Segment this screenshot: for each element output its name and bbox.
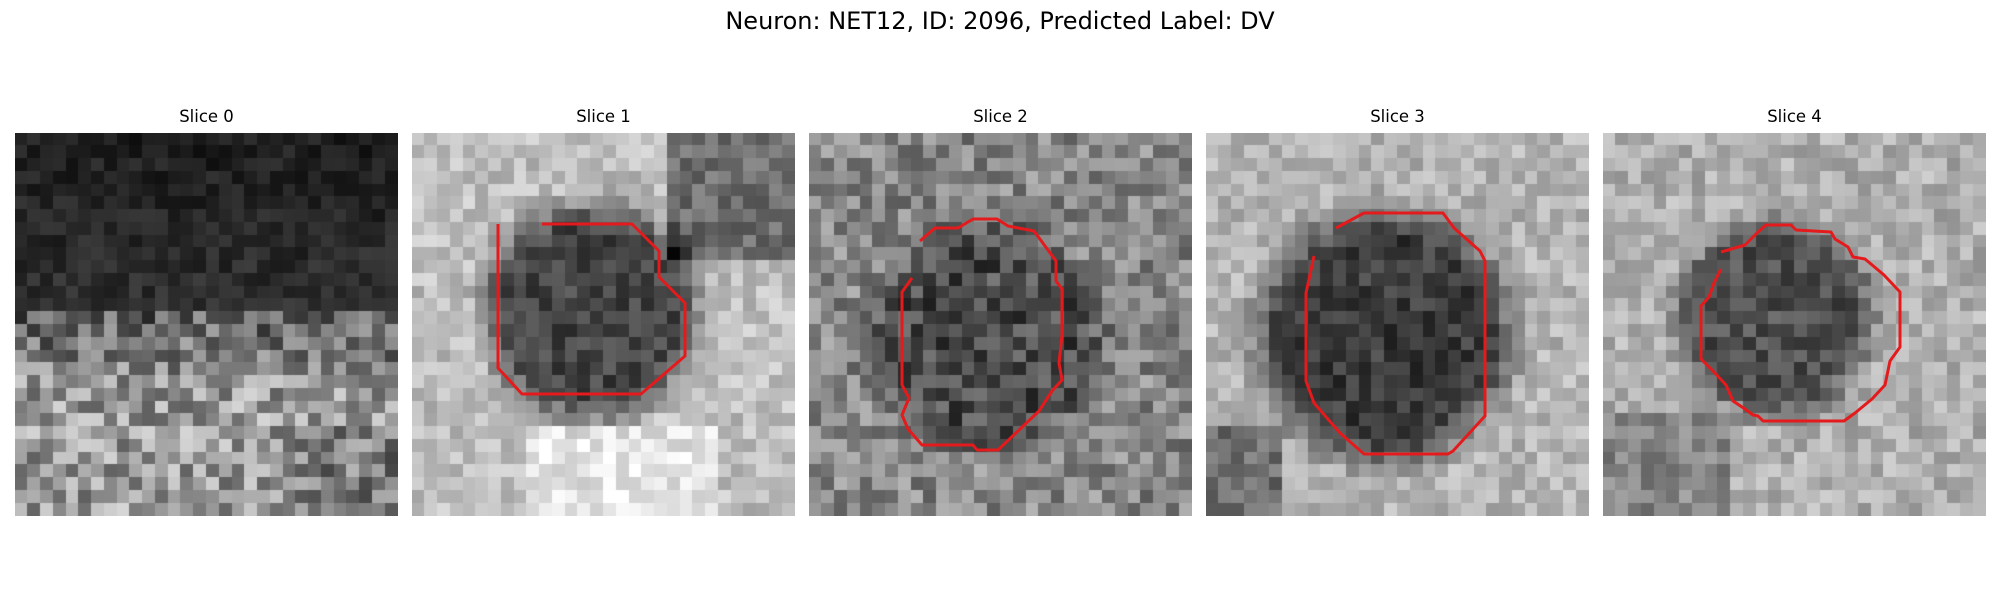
slice-image-frame — [809, 133, 1192, 516]
slice-image-frame — [1206, 133, 1589, 516]
slice-image-frame — [412, 133, 795, 516]
cell-outline-path — [1304, 211, 1487, 456]
slice-panel-4: Slice 4 — [1603, 107, 1986, 516]
slice-panel-1: Slice 1 — [412, 107, 795, 516]
slice-image-frame — [15, 133, 398, 516]
cell-outline-path — [1699, 223, 1902, 423]
slice-title: Slice 0 — [179, 107, 234, 126]
cell-outline-path — [496, 222, 687, 396]
slice-image-frame — [1603, 133, 1986, 516]
cell-outline-path — [900, 217, 1064, 452]
slice-title: Slice 3 — [1370, 107, 1425, 126]
slice-panel-2: Slice 2 — [809, 107, 1192, 516]
slice-title: Slice 4 — [1767, 107, 1822, 126]
figure-title: Neuron: NET12, ID: 2096, Predicted Label… — [725, 7, 1275, 35]
slice-image — [1206, 133, 1589, 516]
slice-title: Slice 2 — [973, 107, 1028, 126]
cell-outline — [1699, 223, 1902, 423]
slice-panel-3: Slice 3 — [1206, 107, 1589, 516]
slice-title: Slice 1 — [576, 107, 631, 126]
slice-image — [412, 133, 795, 516]
slice-image — [1603, 133, 1986, 516]
cell-outline — [496, 222, 687, 396]
cell-outline — [1304, 211, 1487, 456]
cell-outline — [900, 217, 1064, 452]
slice-panel-0: Slice 0 — [15, 107, 398, 516]
slice-image — [15, 133, 398, 516]
slice-image — [809, 133, 1192, 516]
